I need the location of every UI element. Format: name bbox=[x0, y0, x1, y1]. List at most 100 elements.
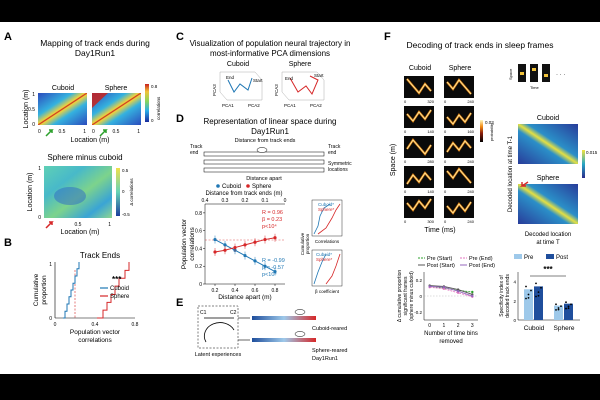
f-line-ytick: 0 bbox=[419, 294, 422, 299]
heatmap-sphere-blob bbox=[92, 93, 108, 108]
b-xtick-0: 0 bbox=[54, 322, 57, 328]
d-top-tick-label: 0.3 bbox=[222, 198, 229, 204]
f-bar-legend-post: Post bbox=[556, 255, 568, 261]
f-bar-dot bbox=[540, 286, 542, 289]
d-cuboid-stat-beta: β = -0.57 bbox=[262, 265, 284, 271]
f-line-xtick: 1 bbox=[443, 323, 446, 329]
d-xtick-label: 0.6 bbox=[252, 288, 259, 294]
d-x-ticks: 0.2 0.4 0.6 0.8 bbox=[212, 284, 279, 294]
sphere-point bbox=[223, 248, 227, 252]
sleep-frame-tile bbox=[404, 76, 434, 98]
diff-heatmap-title: Sphere minus cuboid bbox=[47, 153, 122, 162]
c-cuboid-trajectory bbox=[227, 77, 253, 93]
sleep-frame-tick-end: 280 bbox=[427, 159, 434, 164]
e-c2: C2 bbox=[230, 310, 237, 316]
d-inset2-cuboid-line bbox=[313, 253, 327, 285]
panel-d-letter: D bbox=[176, 113, 184, 125]
d-ylabel-1: Population vector bbox=[181, 218, 188, 269]
d-inset-ylabel-2: proportion bbox=[305, 233, 310, 254]
f-bar-dot bbox=[535, 295, 537, 298]
c-sphere-pca2: PCA2 bbox=[310, 103, 322, 108]
panel-c-letter: C bbox=[176, 31, 184, 43]
heatmap-a-cbar-label: correlations bbox=[156, 96, 161, 120]
panel-a-letter: A bbox=[4, 31, 12, 43]
c-cuboid-plot: End Start PCA3 PCA1 PCA2 bbox=[212, 71, 263, 108]
sleep-frame-tick-start: 0 bbox=[404, 99, 407, 104]
f-schematic-dot-2 bbox=[532, 68, 536, 71]
panel-f: F Decoding of track ends in sleep frames… bbox=[384, 31, 598, 345]
c-sphere-title: Sphere bbox=[289, 61, 312, 68]
f-bar-ticks: 4 2 0 bbox=[513, 280, 516, 323]
f-bar-group-sphere: Sphere bbox=[554, 325, 575, 332]
panel-d-title-line1: Representation of linear space during bbox=[204, 117, 337, 126]
f-bar-dot bbox=[565, 307, 567, 310]
f-decode-ylabel: Decoded location at time T-1 bbox=[508, 135, 514, 212]
f-bar-sig: *** bbox=[543, 265, 553, 274]
f-bar-dot bbox=[555, 309, 557, 311]
f-bar-ylabel-2: decoded track ends bbox=[505, 274, 511, 318]
f-bar-dot bbox=[527, 296, 530, 299]
f-bar-ytick: 0 bbox=[513, 318, 516, 323]
f-decode-cuboid-title: Cuboid bbox=[537, 115, 559, 122]
heatmap-a-ytick-top: 1 bbox=[32, 92, 35, 98]
sleep-frame-tile bbox=[444, 76, 474, 98]
d-track-bar-2 bbox=[203, 159, 325, 165]
c-sphere-trajectory bbox=[289, 75, 319, 95]
f-line-xtick: 2 bbox=[457, 323, 460, 329]
sphere-point bbox=[253, 240, 257, 244]
e-c1: C1 bbox=[200, 310, 207, 316]
d-inset-ylabel-1: Cumulative bbox=[300, 232, 305, 255]
d-inset2-legend-cuboid: Cuboid* bbox=[316, 252, 332, 257]
d-inset1-frame bbox=[311, 199, 343, 237]
panel-e-letter: E bbox=[176, 297, 183, 309]
f-bar-series-layer bbox=[524, 282, 573, 320]
f-legend-post-start: Post (Start) bbox=[427, 263, 455, 269]
cuboid-point bbox=[213, 237, 217, 242]
f-decode-sphere-map bbox=[518, 184, 578, 224]
panel-d-title-line2: Day1Run1 bbox=[251, 127, 289, 136]
d-top-axis-label: Distance from track ends (m) bbox=[205, 191, 282, 197]
d-legend-cuboid-marker bbox=[216, 184, 220, 188]
f-line-pre-end- bbox=[429, 286, 473, 298]
panel-d: D Representation of linear space during … bbox=[176, 113, 352, 301]
f-bar-cuboid-pre bbox=[524, 289, 533, 320]
d-distance-apart: Distance apart bbox=[246, 176, 282, 182]
b-ylabel-1: Cumulative bbox=[33, 273, 40, 306]
f-bar-ytick: 2 bbox=[513, 299, 516, 304]
f-bar-legend-post-swatch bbox=[546, 254, 554, 259]
f-schematic-dots: · · · bbox=[556, 72, 565, 78]
heatmap-a-xtick-1: 1 bbox=[83, 129, 86, 135]
f-bar-dot bbox=[557, 307, 560, 309]
diff-ytick-1: 1 bbox=[38, 166, 41, 172]
d-sphere-stat-r: R = 0.96 bbox=[262, 210, 283, 216]
sleep-frame-trajectory-core bbox=[446, 112, 472, 125]
heatmap-cuboid bbox=[38, 93, 87, 125]
sleep-frame-tick-end: 160 bbox=[467, 129, 474, 134]
d-track-bar-3 bbox=[203, 167, 325, 173]
f-bar-dot bbox=[527, 293, 530, 296]
f-line-xlabel-1: Number of time bins bbox=[424, 331, 478, 337]
f-decode-xlabel-1: Decoded location bbox=[525, 232, 571, 238]
sphere-point bbox=[213, 250, 217, 254]
f-bar-group-cuboid: Cuboid bbox=[524, 325, 545, 332]
f-decode-cbar-val: 0.015 bbox=[586, 150, 598, 155]
b-ytick-0: 0 bbox=[49, 316, 52, 322]
f-legend-pre-end: Pre (End) bbox=[469, 256, 493, 262]
sleep-frame-trajectory-core bbox=[446, 201, 472, 214]
diff-cbar-bottom: -0.5 bbox=[122, 212, 130, 217]
diff-cbar-label: Δ correlations bbox=[129, 178, 134, 206]
panel-a-title-line1: Mapping of track ends during bbox=[40, 38, 150, 48]
e-day-label: Day1Run1 bbox=[312, 356, 338, 362]
c-sphere-box bbox=[281, 71, 325, 101]
f-line-ytick: -0.2 bbox=[414, 310, 422, 315]
f-decode-xlabel-2: at time T bbox=[536, 240, 560, 246]
c-cuboid-pca3: PCA3 bbox=[212, 84, 217, 96]
d-xlabel: Distance apart (m) bbox=[218, 294, 271, 301]
d-inset1-xlabel: Correlations bbox=[315, 239, 340, 244]
sleep-frame-tick-end: 300 bbox=[427, 219, 434, 224]
d-xtick-label: 0.2 bbox=[212, 288, 219, 294]
f-prob-label: probability bbox=[489, 123, 494, 141]
sphere-point bbox=[273, 236, 277, 240]
diff-xtick-05: 0.5 bbox=[75, 222, 82, 228]
diff-ytick-0: 0 bbox=[38, 215, 41, 221]
